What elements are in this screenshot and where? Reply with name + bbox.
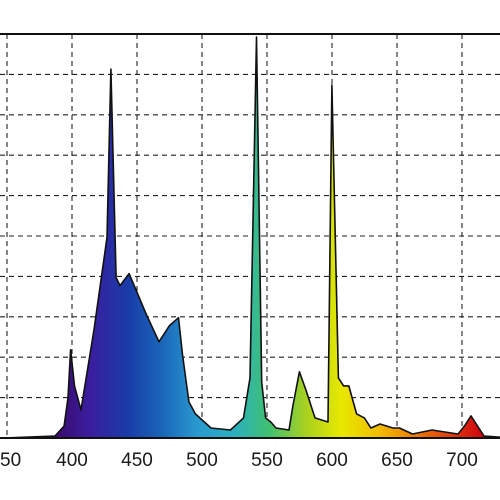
x-tick-label: 400	[56, 450, 88, 471]
x-tick-label: 650	[381, 450, 413, 471]
spectrum-area	[2, 36, 500, 439]
x-tick-label: 700	[446, 450, 478, 471]
x-tick-label: 600	[316, 450, 348, 471]
x-tick-label: 450	[121, 450, 153, 471]
x-axis-tick-labels: 50 400 450 500 550 600 650 700	[0, 450, 478, 471]
x-tick-label: 550	[251, 450, 283, 471]
x-tick-label: 500	[186, 450, 218, 471]
x-tick-label: 50	[0, 450, 21, 471]
